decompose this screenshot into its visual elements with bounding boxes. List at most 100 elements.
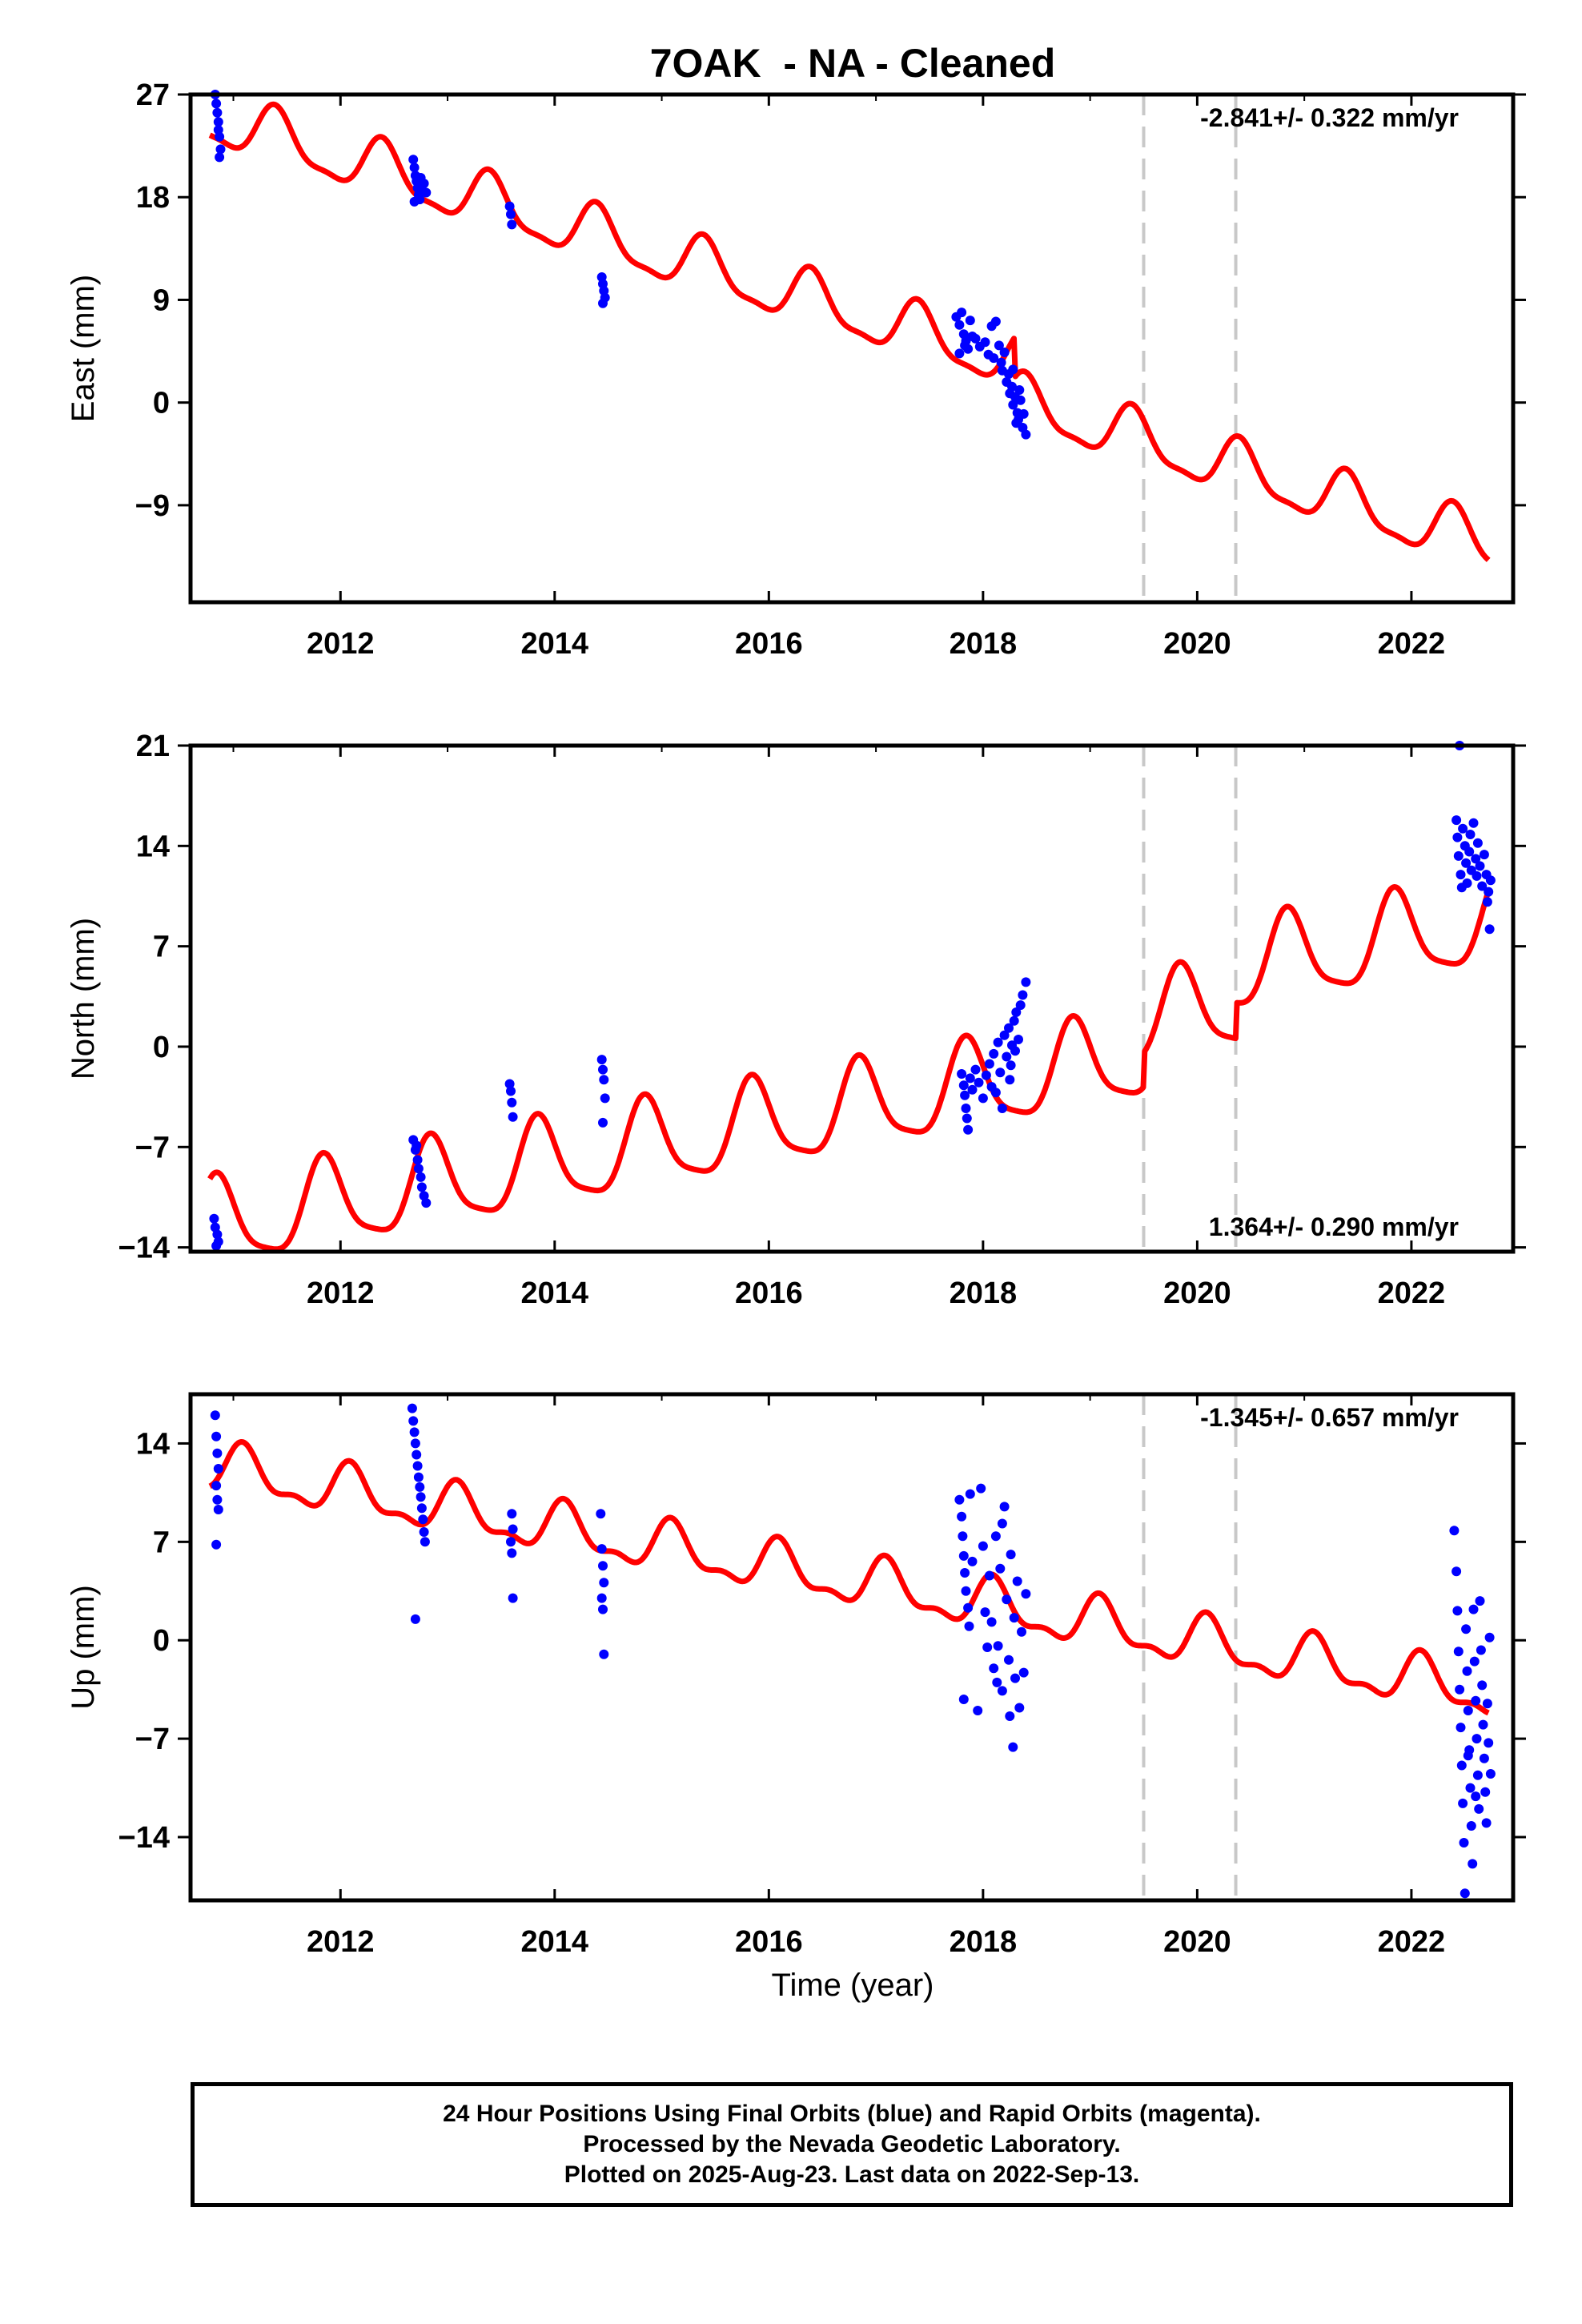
x-tick-label: 2014 xyxy=(521,1277,589,1310)
data-point xyxy=(1469,1656,1480,1667)
data-point xyxy=(965,1489,975,1499)
data-point xyxy=(213,1464,223,1474)
data-point xyxy=(1021,1589,1031,1599)
data-point xyxy=(965,1073,975,1084)
data-point xyxy=(213,117,223,127)
data-point xyxy=(970,333,981,344)
data-point xyxy=(1018,1667,1029,1678)
data-point xyxy=(1002,1051,1012,1062)
data-point xyxy=(412,1140,422,1151)
data-point xyxy=(508,1593,518,1603)
data-point xyxy=(596,1055,607,1065)
x-tick-label: 2022 xyxy=(1378,1277,1446,1310)
data-point xyxy=(412,1449,422,1460)
x-tick-label: 2016 xyxy=(735,1277,803,1310)
x-axis-label: Time (year) xyxy=(772,1968,934,2003)
data-point xyxy=(982,1642,993,1652)
figure-title: 7OAK - NA - Cleaned xyxy=(650,41,1056,86)
y-tick-label: 9 xyxy=(153,283,170,317)
data-point xyxy=(419,179,429,189)
y-tick-label: 7 xyxy=(153,931,170,964)
panel-north-ylabel: North (mm) xyxy=(66,918,101,1080)
data-point xyxy=(961,1586,971,1596)
data-point xyxy=(1485,875,1496,886)
data-point xyxy=(958,1695,969,1704)
data-point xyxy=(596,1509,606,1519)
data-point xyxy=(1468,1604,1479,1614)
data-point xyxy=(1014,385,1025,395)
y-tick-label: −7 xyxy=(135,1131,170,1164)
data-point xyxy=(990,1531,1001,1542)
data-point xyxy=(986,1617,997,1627)
x-tick-label: 2018 xyxy=(950,1277,1018,1310)
data-point xyxy=(211,1539,222,1550)
data-point xyxy=(1008,400,1018,410)
data-point xyxy=(506,209,516,219)
data-point xyxy=(416,1172,426,1182)
data-point xyxy=(598,1064,608,1075)
data-point xyxy=(210,1410,220,1421)
data-point xyxy=(996,357,1006,368)
data-point xyxy=(999,1502,1010,1512)
data-point xyxy=(1472,1734,1482,1744)
data-point xyxy=(1011,418,1022,428)
panel-up-ylabel: Up (mm) xyxy=(66,1585,101,1710)
data-point xyxy=(1452,832,1463,842)
data-point xyxy=(1018,408,1029,419)
data-point xyxy=(599,1649,609,1659)
data-point xyxy=(506,1086,516,1096)
data-point xyxy=(967,1084,978,1095)
data-point xyxy=(990,1088,1001,1098)
data-point xyxy=(1455,1684,1465,1695)
data-point xyxy=(421,187,432,198)
data-point xyxy=(1021,429,1031,440)
data-point xyxy=(1484,1738,1494,1748)
data-point xyxy=(1472,838,1483,848)
data-point xyxy=(963,1602,974,1613)
data-point xyxy=(209,1213,219,1224)
x-tick-label: 2018 xyxy=(950,1925,1018,1959)
panel-north: 2012 2014 2016 2018 2020 2022 21 14 7 0 −7 −14 Nort… xyxy=(66,730,1526,1310)
data-point xyxy=(999,1030,1010,1040)
data-point xyxy=(212,1494,223,1505)
data-point xyxy=(1466,1821,1476,1831)
panel-north-frame xyxy=(188,743,1516,1254)
data-point xyxy=(992,1677,1002,1687)
data-point xyxy=(994,340,1004,351)
x-tick-label: 2020 xyxy=(1163,1277,1231,1310)
panel-east-frame xyxy=(188,92,1516,605)
data-point xyxy=(1005,1075,1015,1085)
data-point xyxy=(978,1093,988,1104)
data-point xyxy=(413,1472,424,1482)
data-point xyxy=(416,1492,426,1502)
x-tick-label: 2022 xyxy=(1378,1925,1446,1959)
data-point xyxy=(211,1240,222,1251)
data-point xyxy=(995,1563,1006,1574)
data-point xyxy=(596,1593,607,1603)
data-point xyxy=(1475,1596,1485,1606)
x-tick-label: 2020 xyxy=(1163,627,1231,661)
data-point xyxy=(1456,1760,1467,1771)
data-point xyxy=(1474,1803,1484,1814)
model-fit-line xyxy=(208,101,1491,562)
data-point xyxy=(507,219,517,230)
data-point xyxy=(504,1079,515,1089)
data-point xyxy=(1014,1703,1025,1713)
data-point xyxy=(1008,1742,1018,1752)
x-tick-label: 2012 xyxy=(307,627,375,661)
data-point xyxy=(970,1064,981,1075)
data-point xyxy=(1012,1576,1022,1586)
y-tick-label: 7 xyxy=(153,1526,170,1559)
data-point xyxy=(1484,924,1495,935)
data-point xyxy=(958,1550,969,1561)
data-point xyxy=(413,1164,424,1174)
data-point xyxy=(1452,1566,1462,1577)
data-point xyxy=(1468,818,1479,828)
data-point xyxy=(1014,1035,1023,1044)
data-point xyxy=(993,1641,1003,1651)
data-point xyxy=(407,1403,417,1413)
data-point xyxy=(981,1070,991,1080)
data-point xyxy=(1477,1680,1488,1691)
data-point xyxy=(1461,858,1472,868)
y-tick-label: 18 xyxy=(136,181,170,215)
